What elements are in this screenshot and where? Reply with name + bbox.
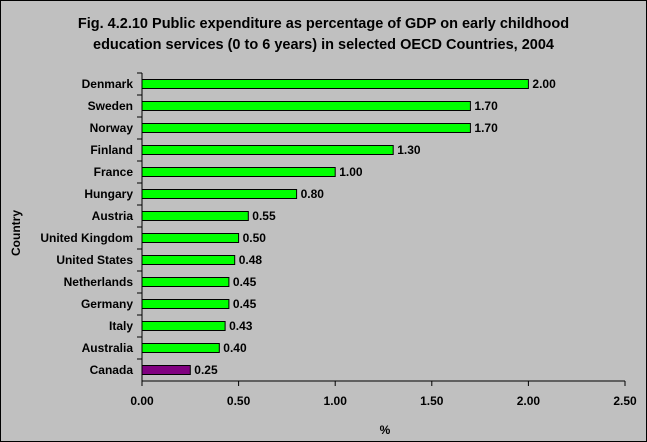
x-tick-label: 0.50 [227,394,251,408]
bar-france [141,167,336,177]
bar-united-states [141,255,236,265]
value-label: 2.00 [532,77,556,91]
bar-hungary [141,189,298,199]
bar-norway [141,123,471,133]
bars-group [141,79,529,375]
x-tick-label: 0.00 [130,394,154,408]
category-label: United Kingdom [40,231,133,245]
category-label: Denmark [82,77,134,91]
bar-finland [141,145,394,155]
bar-netherlands [141,277,230,287]
chart-title-line: Fig. 4.2.10 Public expenditure as percen… [77,16,570,32]
x-tick-label: 1.50 [420,394,444,408]
value-label: 0.25 [194,363,218,377]
value-label: 0.55 [252,209,276,223]
bar-austria [141,211,249,221]
chart-title: Fig. 4.2.10 Public expenditure as percen… [0,14,647,56]
bar-united-kingdom [141,233,240,243]
x-tick-label: 2.50 [613,394,637,408]
category-label: Italy [109,319,133,333]
category-label: Sweden [88,99,133,113]
value-label: 0.45 [233,297,257,311]
axes-group [137,72,626,386]
bar-australia [141,343,220,353]
value-label: 0.48 [239,253,263,267]
bar-sweden [141,101,471,111]
x-tick-label: 2.00 [517,394,541,408]
category-label: Hungary [84,187,133,201]
category-label: Australia [82,341,134,355]
value-label: 1.30 [397,143,421,157]
value-label: 0.80 [301,187,325,201]
category-label: Austria [92,209,134,223]
value-label: 0.43 [229,319,253,333]
value-label: 1.70 [474,121,498,135]
category-label: France [94,165,134,179]
category-label: Norway [90,121,134,135]
value-label: 0.40 [223,341,247,355]
bar-canada [141,365,191,375]
category-label: Canada [90,363,134,377]
x-tick-label: 1.00 [324,394,348,408]
bar-denmark [141,79,529,89]
chart-title-line: education services (0 to 6 years) in sel… [93,37,554,53]
value-label: 0.45 [233,275,257,289]
labels-group: Denmark 2.00 Sweden 1.70 Norway 1.70 Finland 1.… [9,77,637,437]
value-label: 1.00 [339,165,363,179]
x-axis-title: % [380,423,391,437]
category-label: Netherlands [64,275,134,289]
value-label: 1.70 [474,99,498,113]
y-axis-title: Country [9,210,23,256]
category-label: United States [56,253,133,267]
category-label: Finland [90,143,133,157]
category-label: Germany [81,297,133,311]
bar-germany [141,299,230,309]
bar-italy [141,321,226,331]
value-label: 0.50 [243,231,267,245]
